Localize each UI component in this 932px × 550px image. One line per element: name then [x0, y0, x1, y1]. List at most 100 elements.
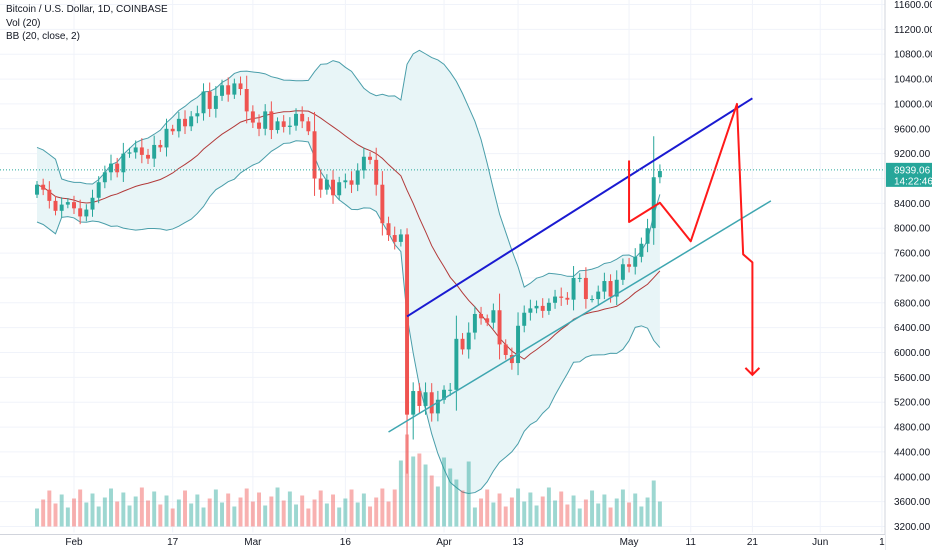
volume-bar: [361, 493, 366, 527]
volume-bar: [596, 503, 601, 527]
candle: [571, 266, 576, 311]
price-tick-label: 7200.00: [894, 273, 931, 284]
candle: [324, 174, 329, 195]
candle: [300, 106, 305, 129]
volume-bar: [195, 494, 200, 527]
candle: [368, 151, 373, 165]
price-tick-label: 9600.00: [894, 124, 931, 135]
volume-bar: [59, 494, 64, 527]
candle: [213, 86, 218, 118]
bollinger-indicator-label[interactable]: BB (20, close, 2): [6, 31, 80, 42]
volume-bar: [115, 501, 120, 527]
price-tick-label: 5600.00: [894, 373, 931, 384]
volume-bar: [127, 505, 132, 527]
price-candles: [35, 75, 662, 474]
candle-body: [220, 85, 224, 96]
candle: [263, 104, 268, 136]
candle-body: [442, 389, 447, 400]
time-tick-label: 13: [512, 537, 524, 548]
volume-bar: [35, 508, 39, 527]
time-tick-label: 21: [747, 537, 759, 548]
candle: [127, 147, 132, 158]
volume-bar: [238, 497, 243, 527]
candle: [35, 180, 39, 199]
candle: [53, 195, 58, 216]
volume-bar: [355, 502, 360, 527]
candle: [318, 169, 323, 198]
volume-bar: [448, 468, 453, 527]
volume-bar: [479, 498, 484, 527]
price-tick-label: 6000.00: [894, 348, 931, 359]
candle-body: [263, 111, 268, 129]
current-price-label: 8939.06: [894, 165, 931, 176]
volume-bar: [41, 499, 46, 527]
volume-bar: [571, 495, 576, 527]
volume-bar: [312, 499, 317, 527]
volume-bar: [454, 479, 459, 527]
candle-body: [497, 310, 502, 345]
volume-bar: [559, 491, 564, 527]
candle-body: [553, 296, 558, 303]
price-tick-label: 11200.00: [894, 25, 932, 36]
price-tick-label: 6800.00: [894, 298, 931, 309]
volume-bar: [553, 500, 558, 527]
trend-drawings[interactable]: [0, 97, 885, 433]
candle: [442, 385, 447, 404]
candle-body: [158, 144, 163, 148]
candle-body: [479, 313, 484, 319]
volume-bar: [281, 500, 286, 527]
candle: [47, 181, 52, 209]
candle-body: [244, 89, 249, 112]
candle-body: [559, 296, 564, 298]
candle: [380, 171, 385, 236]
candle: [244, 75, 249, 124]
volume-bar: [146, 500, 150, 527]
candle: [583, 267, 588, 309]
candle: [405, 228, 410, 474]
volume-bar: [398, 460, 403, 527]
time-tick-label: Jun: [812, 537, 828, 548]
candle-body: [337, 182, 342, 196]
candle: [349, 171, 354, 193]
volume-bar: [602, 494, 607, 527]
volume-bar: [139, 487, 144, 527]
candle-body: [324, 179, 329, 190]
volume-bar: [53, 503, 58, 527]
candle: [294, 108, 299, 131]
candle-body: [312, 131, 317, 179]
price-tick-label: 3600.00: [894, 497, 931, 508]
volume-bar: [590, 490, 595, 527]
candle-body: [238, 83, 243, 90]
price-axis[interactable]: 3200.00 3600.00 4000.00 4400.00 4800.00 5200.…: [884, 0, 932, 550]
candle-body: [176, 118, 181, 132]
volume-bar: [220, 502, 224, 527]
volume-bar: [90, 493, 95, 527]
candle: [238, 76, 243, 96]
candle: [170, 124, 175, 135]
volume-bar: [429, 475, 434, 527]
candle-body: [121, 153, 126, 173]
candle: [472, 306, 477, 340]
candle: [460, 333, 465, 355]
candle: [312, 111, 317, 196]
candle: [645, 218, 650, 253]
candle-body: [306, 121, 311, 132]
price-tick-label: 3200.00: [894, 522, 931, 533]
current-price-badge: [886, 162, 932, 187]
candle-body: [139, 147, 144, 155]
candle: [565, 292, 570, 305]
candle: [485, 314, 490, 327]
symbol-title[interactable]: Bitcoin / U.S. Dollar, 1D, COINBASE: [6, 4, 168, 15]
projection-path: [628, 102, 754, 375]
candle: [657, 164, 662, 184]
volume-indicator-label[interactable]: Vol (20): [6, 17, 41, 29]
candle: [183, 110, 187, 135]
candle-body: [528, 308, 533, 313]
candle-body: [398, 234, 403, 242]
candle: [72, 195, 76, 215]
volume-bar: [577, 508, 582, 527]
time-tick-label: 17: [167, 537, 179, 548]
volume-bar: [84, 502, 89, 527]
time-axis[interactable]: Feb 17 Mar 16 Apr 13 May 11 21 Jun 1: [0, 534, 885, 550]
